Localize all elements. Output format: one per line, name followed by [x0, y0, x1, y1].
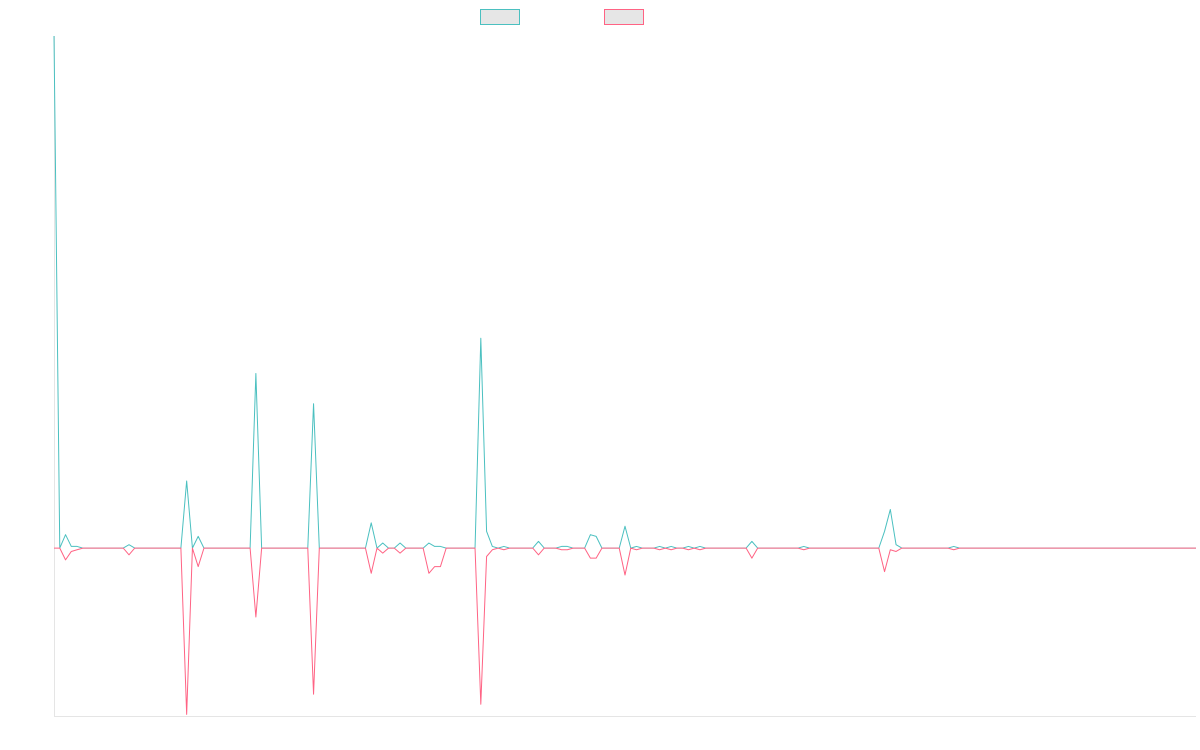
chart-axes [54, 36, 1196, 717]
series-line-a [53, 35, 1196, 549]
series-line-b [54, 547, 1196, 715]
legend-swatch-series-a[interactable] [480, 9, 520, 25]
series-layer [53, 35, 1196, 715]
legend-swatch-series-b[interactable] [604, 9, 644, 25]
